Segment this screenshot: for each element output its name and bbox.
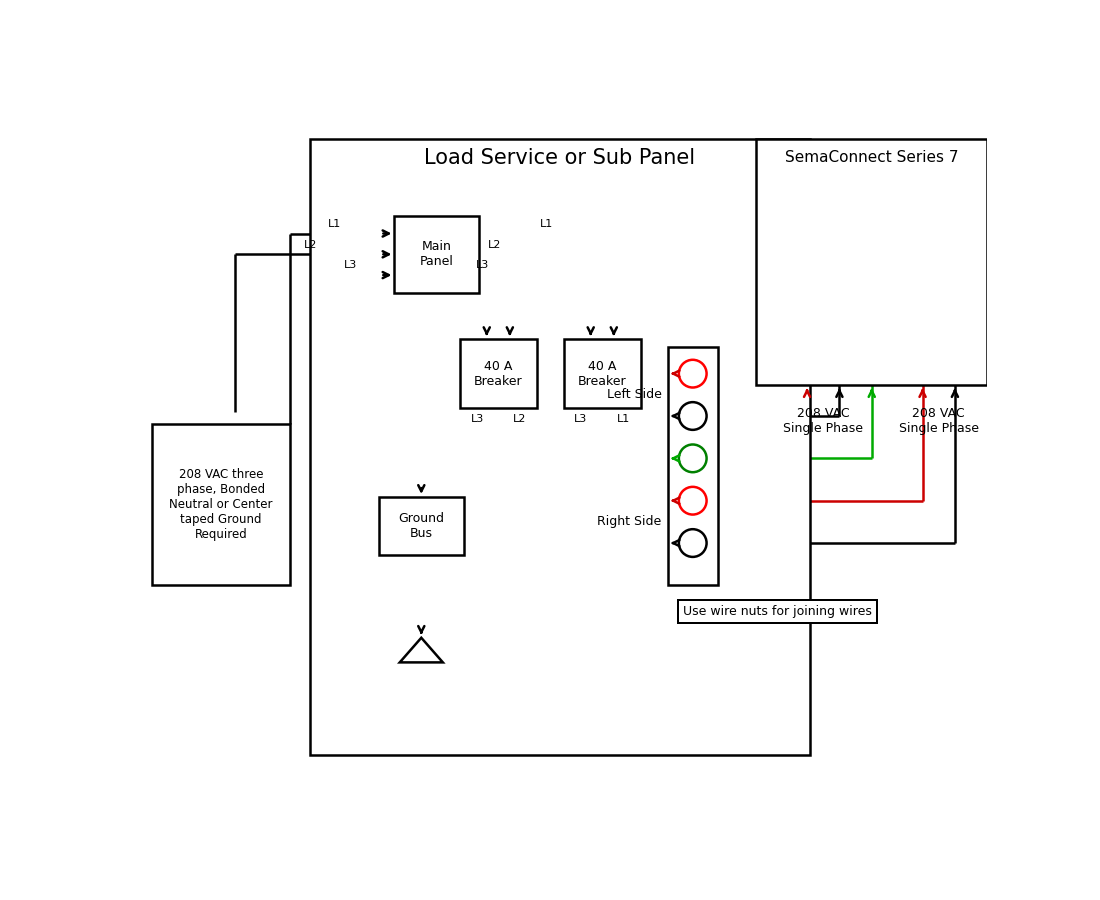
Circle shape (679, 402, 706, 430)
Bar (378, 497, 464, 554)
Circle shape (679, 487, 706, 515)
Bar (460, 339, 537, 409)
Text: 208 VAC
Single Phase: 208 VAC Single Phase (899, 407, 979, 435)
Text: 40 A
Breaker: 40 A Breaker (578, 360, 627, 388)
Text: 208 VAC three
phase, Bonded
Neutral or Center
taped Ground
Required: 208 VAC three phase, Bonded Neutral or C… (169, 468, 273, 541)
Bar (757, 139, 988, 385)
Bar (563, 339, 640, 409)
Text: L3: L3 (574, 414, 587, 424)
Text: Ground
Bus: Ground Bus (398, 512, 444, 540)
Text: Load Service or Sub Panel: Load Service or Sub Panel (425, 148, 695, 168)
Text: L3: L3 (476, 260, 490, 271)
Text: L3: L3 (344, 260, 358, 271)
Text: L3: L3 (471, 414, 484, 424)
Text: Use wire nuts for joining wires: Use wire nuts for joining wires (683, 605, 872, 617)
Text: 40 A
Breaker: 40 A Breaker (474, 360, 522, 388)
Text: Main
Panel: Main Panel (420, 240, 453, 268)
Bar (152, 424, 290, 585)
Text: L2: L2 (304, 239, 318, 249)
Text: L2: L2 (513, 414, 526, 424)
Text: Right Side: Right Side (597, 516, 661, 528)
Text: SemaConnect Series 7: SemaConnect Series 7 (785, 150, 958, 166)
Text: 208 VAC
Single Phase: 208 VAC Single Phase (783, 407, 864, 435)
Circle shape (679, 360, 706, 388)
Bar (668, 346, 718, 585)
Text: Left Side: Left Side (607, 388, 661, 401)
Text: L1: L1 (540, 219, 553, 229)
Text: L2: L2 (487, 239, 502, 249)
Bar (310, 139, 810, 755)
Circle shape (679, 529, 706, 557)
Text: L1: L1 (328, 219, 341, 229)
Circle shape (679, 445, 706, 473)
Text: L1: L1 (617, 414, 630, 424)
Bar (395, 216, 480, 292)
